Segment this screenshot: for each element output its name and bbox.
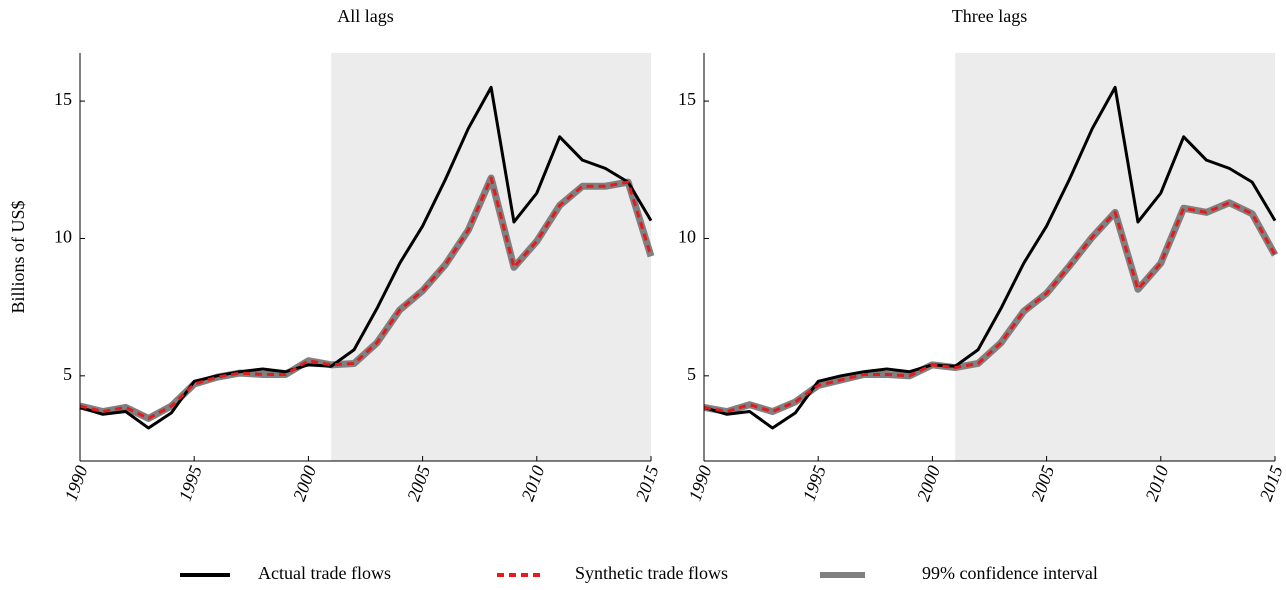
y-tick-label: 10 [678,227,696,247]
x-tick-label: 1995 [799,463,830,504]
legend-label: Actual trade flows [258,563,391,583]
x-tick-label: 2000 [289,463,320,504]
panel-title: Three lags [952,6,1027,26]
panel-title: All lags [337,6,394,26]
x-tick-label: 2010 [1141,463,1172,504]
y-tick-label: 15 [678,89,696,109]
x-tick-label: 1990 [685,463,716,504]
series-line [79,85,653,430]
shaded-period [331,53,651,461]
series-line [703,85,1277,430]
y-axis-label: Billions of US$ [8,200,28,313]
x-tick-label: 2005 [1027,463,1058,504]
x-tick-label: 2015 [1256,463,1286,504]
x-tick-label: 1990 [61,463,92,504]
y-tick-label: 15 [54,89,72,109]
x-tick-label: 1995 [175,463,206,504]
shaded-period [955,53,1275,461]
series-line [703,201,1277,414]
x-tick-label: 2000 [913,463,944,504]
series-line [79,174,655,422]
x-tick-label: 2015 [632,463,663,504]
y-tick-label: 10 [54,227,72,247]
x-tick-label: 2010 [517,463,548,504]
legend-label: Synthetic trade flows [575,563,728,583]
y-tick-label: 5 [687,364,696,384]
legend-label: 99% confidence interval [922,563,1098,583]
y-tick-label: 5 [63,364,72,384]
x-tick-label: 2005 [403,463,434,504]
